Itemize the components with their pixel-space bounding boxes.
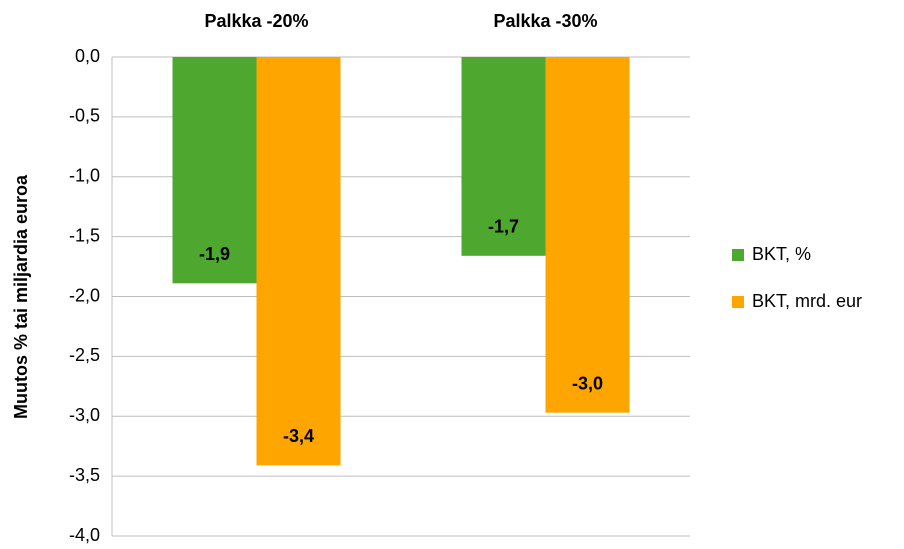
legend-label: BKT, mrd. eur	[752, 291, 862, 311]
y-tick-label: 0,0	[75, 46, 100, 66]
y-tick-label: -1,0	[69, 166, 100, 186]
y-tick-label: -1,5	[69, 225, 100, 245]
bar	[256, 57, 341, 466]
y-tick-label: -3,5	[69, 465, 100, 485]
value-label: -3,0	[572, 373, 603, 393]
legend-swatch	[732, 296, 744, 308]
legend-label: BKT, %	[752, 244, 811, 264]
bar	[172, 57, 257, 284]
value-label: -3,4	[283, 426, 314, 446]
legend-swatch	[732, 249, 744, 261]
bar	[545, 57, 630, 413]
y-tick-label: -2,0	[69, 285, 100, 305]
bar	[461, 57, 546, 256]
y-tick-label: -2,5	[69, 345, 100, 365]
y-tick-label: -4,0	[69, 525, 100, 545]
category-label: Palkka -30%	[493, 11, 597, 31]
value-label: -1,7	[488, 217, 519, 237]
value-label: -1,9	[199, 244, 230, 264]
y-tick-label: -3,0	[69, 405, 100, 425]
category-label: Palkka -20%	[204, 11, 308, 31]
y-tick-label: -0,5	[69, 106, 100, 126]
y-axis-label: Muutos % tai miljardia euroa	[11, 174, 31, 419]
